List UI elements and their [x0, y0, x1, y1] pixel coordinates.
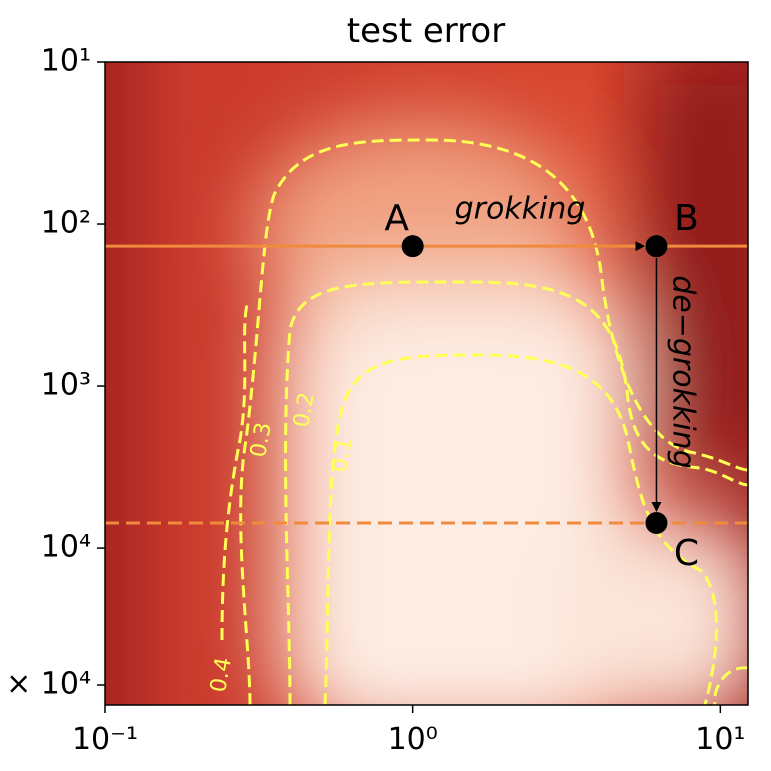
point: [645, 235, 668, 258]
contour-label: 0.3: [246, 421, 277, 460]
y-tick-label: 10²: [41, 206, 91, 241]
chart-title: test error: [347, 11, 505, 51]
contour-line: [239, 138, 748, 705]
contour-label: 0.4: [206, 656, 237, 695]
y-tick-label: 10¹: [41, 44, 91, 79]
contour-label: 0.2: [289, 391, 320, 430]
contour-line: [323, 353, 748, 705]
point-label: A: [384, 198, 409, 239]
annotation: de−grokking: [666, 275, 701, 469]
y-tick-label: 10⁴: [41, 530, 91, 565]
annotation: grokking: [455, 192, 586, 227]
contour-label: 0.1: [327, 436, 358, 475]
x-tick-label: 10⁻¹: [72, 722, 138, 757]
heatmap: [105, 62, 748, 705]
point: [401, 235, 424, 258]
x-tick-label: 10¹: [695, 722, 745, 757]
y-tick-label: 10³: [41, 368, 91, 403]
contour-line: [284, 280, 748, 705]
point: [645, 511, 668, 534]
contour-line: [220, 299, 250, 641]
point-label: B: [674, 198, 699, 239]
y-tick-label: 7 × 10⁴: [0, 667, 91, 702]
plot-frame: [104, 61, 749, 706]
point-label: C: [674, 533, 699, 574]
x-tick-label: 10⁰: [388, 722, 438, 757]
